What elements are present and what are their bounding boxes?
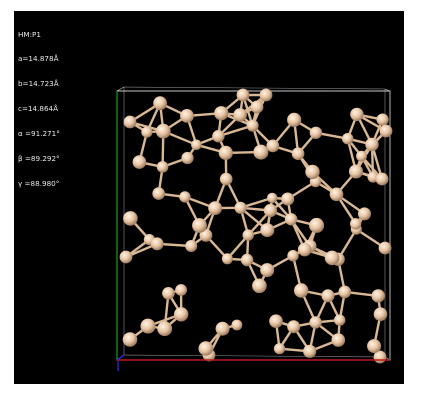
atom [309, 217, 325, 233]
atom [221, 253, 233, 265]
atom [215, 321, 230, 336]
cell-parameters-panel: HM:P1 a=14.878Å b=14.723Å c=14.864Å α =9… [18, 14, 60, 205]
atom [266, 139, 280, 153]
atom [155, 123, 171, 139]
cell-alpha-label: α =91.271° [18, 129, 60, 139]
atom [309, 126, 323, 139]
cell-b-label: b=14.723Å [18, 79, 59, 89]
atom [174, 307, 189, 322]
atom [259, 88, 273, 102]
atom [376, 113, 389, 126]
atom [119, 250, 133, 264]
atom [291, 147, 305, 160]
atom [250, 100, 264, 114]
atom [373, 307, 388, 322]
atom [122, 332, 138, 347]
atom [234, 201, 247, 214]
atom [218, 145, 233, 160]
atom [156, 161, 169, 173]
atom [214, 106, 229, 121]
atom [356, 150, 367, 162]
atom [287, 320, 301, 334]
atom [273, 343, 286, 355]
atom [236, 88, 250, 102]
atom [260, 263, 275, 278]
atom [350, 107, 364, 122]
atom [334, 314, 346, 326]
atom [240, 253, 254, 267]
atom [338, 285, 352, 299]
atom [358, 207, 371, 221]
structure-viewport[interactable]: HM:P1 a=14.878Å b=14.723Å c=14.864Å α =9… [14, 11, 404, 384]
cell-c-label: c=14.864Å [18, 104, 59, 114]
atom [331, 333, 346, 347]
atom [253, 144, 269, 160]
atom [141, 126, 153, 138]
cell-beta-label: β =89.292° [18, 154, 60, 164]
atom [378, 241, 392, 255]
atom [246, 119, 259, 132]
cell-a-label: a=14.878Å [18, 54, 59, 64]
atom [321, 289, 335, 303]
atom [267, 192, 278, 204]
atom [162, 287, 175, 300]
cell-gamma-label: γ =88.980° [18, 178, 60, 188]
atom [219, 172, 233, 186]
atom [350, 218, 362, 230]
atom [367, 339, 382, 354]
atom [242, 229, 254, 241]
axis-c-line [116, 354, 125, 361]
atom [208, 201, 223, 216]
atom [132, 155, 147, 169]
atom [152, 187, 165, 200]
atom [309, 316, 322, 329]
atom [329, 187, 344, 202]
atom [191, 139, 202, 151]
atom [150, 237, 164, 251]
molecular-scene[interactable] [14, 11, 404, 384]
atom [269, 314, 283, 329]
cell-edge [116, 86, 125, 92]
atom [123, 211, 138, 226]
atom [287, 112, 302, 127]
atom [198, 341, 214, 356]
atom [153, 96, 168, 111]
atom [379, 124, 393, 138]
atom [140, 318, 156, 334]
atom [284, 213, 298, 226]
atom [305, 164, 320, 180]
atom [231, 319, 243, 331]
atom [212, 130, 225, 143]
atom [175, 284, 188, 296]
atom [294, 283, 309, 298]
atom [349, 164, 363, 179]
atom [371, 289, 385, 303]
atom [263, 203, 277, 218]
atom [260, 223, 275, 238]
atom-layer [119, 88, 393, 364]
atom [181, 151, 194, 165]
atom [179, 191, 191, 203]
atom [192, 218, 207, 233]
atom [180, 109, 194, 123]
atom [252, 278, 267, 294]
atom [157, 321, 173, 337]
atom [365, 137, 379, 152]
atom [123, 115, 137, 129]
cell-edge [384, 88, 391, 92]
atom [342, 133, 354, 145]
atom [233, 108, 247, 122]
space-group-label: HM:P1 [18, 29, 41, 39]
atom [281, 192, 295, 206]
atom [375, 172, 389, 186]
atom [303, 344, 317, 358]
axis-indicator [116, 91, 390, 371]
atom [297, 242, 312, 257]
atom [324, 250, 340, 266]
atom [287, 250, 299, 262]
atom [185, 240, 198, 252]
